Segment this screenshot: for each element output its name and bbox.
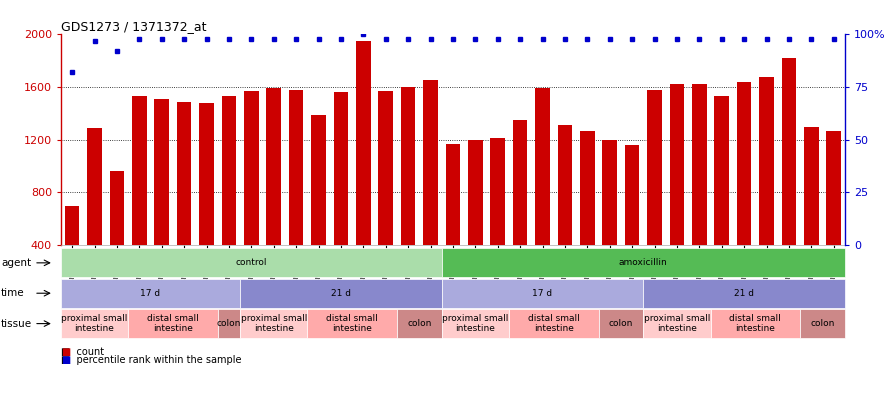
Text: ■  percentile rank within the sample: ■ percentile rank within the sample bbox=[61, 356, 241, 365]
Text: proximal small
intestine: proximal small intestine bbox=[240, 314, 307, 333]
Bar bbox=[109, 171, 125, 245]
Bar bbox=[423, 81, 438, 245]
Bar bbox=[244, 91, 259, 245]
Bar bbox=[625, 145, 640, 245]
Bar bbox=[692, 85, 707, 245]
Bar bbox=[737, 82, 752, 245]
Bar bbox=[333, 92, 349, 245]
Bar bbox=[669, 85, 685, 245]
Text: proximal small
intestine: proximal small intestine bbox=[61, 314, 128, 333]
Text: tissue: tissue bbox=[1, 319, 32, 328]
Bar bbox=[177, 102, 192, 245]
Text: colon: colon bbox=[217, 319, 241, 328]
Bar bbox=[714, 96, 729, 245]
Bar bbox=[289, 90, 304, 245]
Bar bbox=[65, 206, 80, 245]
Bar bbox=[781, 58, 797, 245]
Text: 17 d: 17 d bbox=[141, 289, 160, 298]
Bar bbox=[401, 87, 416, 245]
Text: distal small
intestine: distal small intestine bbox=[729, 314, 781, 333]
Bar bbox=[154, 99, 169, 245]
Bar bbox=[468, 140, 483, 245]
Bar bbox=[132, 96, 147, 245]
Text: distal small
intestine: distal small intestine bbox=[326, 314, 378, 333]
Text: time: time bbox=[1, 288, 24, 298]
Bar bbox=[356, 41, 371, 245]
Text: GDS1273 / 1371372_at: GDS1273 / 1371372_at bbox=[61, 20, 206, 33]
Bar bbox=[602, 140, 617, 245]
Text: agent: agent bbox=[1, 258, 31, 268]
Text: proximal small
intestine: proximal small intestine bbox=[442, 314, 509, 333]
Bar bbox=[490, 139, 505, 245]
Text: 17 d: 17 d bbox=[532, 289, 553, 298]
Text: colon: colon bbox=[810, 319, 835, 328]
Text: distal small
intestine: distal small intestine bbox=[528, 314, 580, 333]
Text: ■  count: ■ count bbox=[61, 347, 104, 357]
Bar bbox=[557, 125, 573, 245]
Bar bbox=[826, 130, 841, 245]
Text: colon: colon bbox=[608, 319, 633, 328]
Text: ■: ■ bbox=[61, 347, 70, 357]
Bar bbox=[378, 91, 393, 245]
Text: distal small
intestine: distal small intestine bbox=[147, 314, 199, 333]
Bar bbox=[647, 90, 662, 245]
Bar bbox=[87, 128, 102, 245]
Text: 21 d: 21 d bbox=[331, 289, 351, 298]
Bar bbox=[804, 126, 819, 245]
Bar bbox=[759, 77, 774, 245]
Text: proximal small
intestine: proximal small intestine bbox=[643, 314, 711, 333]
Text: 21 d: 21 d bbox=[734, 289, 754, 298]
Bar bbox=[580, 130, 595, 245]
Bar bbox=[221, 96, 237, 245]
Bar bbox=[311, 115, 326, 245]
Bar bbox=[199, 103, 214, 245]
Bar bbox=[445, 144, 461, 245]
Text: amoxicillin: amoxicillin bbox=[619, 258, 668, 267]
Text: colon: colon bbox=[407, 319, 432, 328]
Bar bbox=[266, 88, 281, 245]
Text: control: control bbox=[236, 258, 267, 267]
Bar bbox=[535, 88, 550, 245]
Bar bbox=[513, 120, 528, 245]
Text: ■: ■ bbox=[61, 356, 70, 365]
